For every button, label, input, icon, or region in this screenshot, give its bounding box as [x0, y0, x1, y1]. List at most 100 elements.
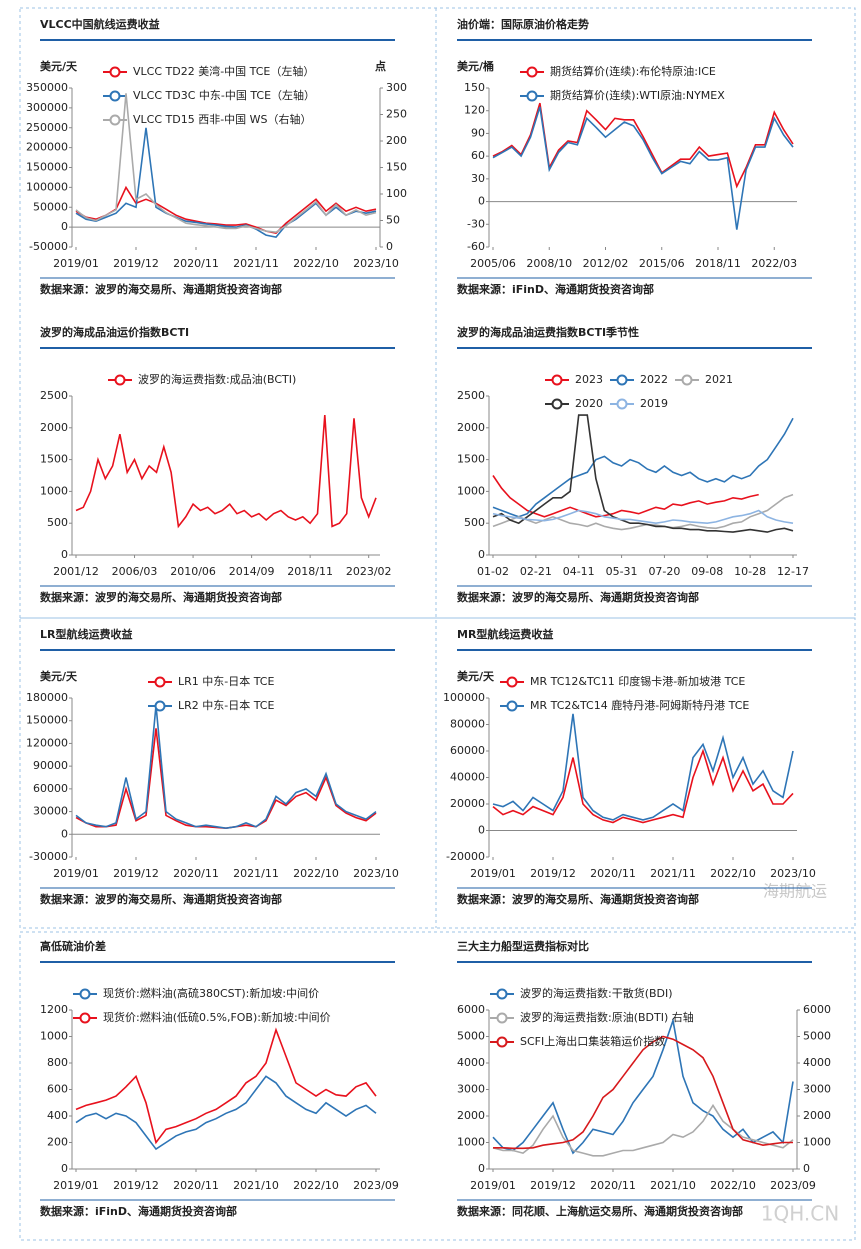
y-tick-label: 0	[61, 220, 68, 233]
legend-label: LR1 中东-日本 TCE	[178, 674, 274, 688]
y2-tick-label: 0	[803, 1162, 810, 1175]
y-tick-label: -60	[467, 240, 485, 253]
legend-label: 期货结算价(连续):布伦特原油:ICE	[550, 64, 716, 78]
source: 数据来源：iFinD、海通期货投资咨询部	[457, 282, 654, 296]
y-tick-label: -30000	[29, 850, 68, 863]
legend-label: MR TC2&TC14 鹿特丹港-阿姆斯特丹港 TCE	[530, 698, 749, 712]
y-tick-label: 1200	[40, 1003, 68, 1016]
x-tick-label: 2019/12	[113, 867, 159, 880]
y-tick-label: 2500	[40, 389, 68, 402]
legend-label: 期货结算价(连续):WTI原油:NYMEX	[550, 88, 725, 102]
x-tick-label: 2019/01	[53, 867, 99, 880]
x-tick-label: 2018/11	[287, 565, 333, 578]
legend-marker	[79, 1012, 91, 1024]
y-tick-label: 80000	[450, 718, 485, 731]
x-tick-label: 2001/12	[53, 565, 99, 578]
y-tick-label: 40000	[450, 771, 485, 784]
chart-title: 高低硫油价差	[40, 939, 106, 953]
series-line	[75, 728, 377, 830]
y-tick-label: 1000	[40, 1030, 68, 1043]
source: 数据来源：波罗的海交易所、海通期货投资咨询部	[40, 892, 282, 906]
x-tick-label: 2021/10	[650, 1179, 696, 1192]
legend-marker	[526, 66, 538, 78]
legend-label: VLCC TD15 西非-中国 WS（右轴）	[133, 112, 312, 126]
chart-title: 波罗的海成品油运价指数BCTI	[40, 325, 189, 339]
chart-title: 油价端：国际原油价格走势	[457, 17, 589, 31]
y-tick-label: 2000	[457, 1109, 485, 1122]
x-tick-label: 2023/10	[353, 257, 399, 270]
legend-marker	[616, 398, 628, 410]
legend-label: VLCC TD22 美湾-中国 TCE（左轴）	[133, 64, 314, 78]
x-tick-label: 2022/10	[710, 1179, 756, 1192]
x-tick-label: 2023/09	[770, 1179, 816, 1192]
y2-tick-label: 100	[386, 187, 407, 200]
x-tick-label: 2019/01	[53, 257, 99, 270]
y-axis-label: 美元/天	[40, 669, 78, 683]
y2-tick-label: 1000	[803, 1136, 831, 1149]
y2-axis-label: 点	[375, 59, 386, 73]
legend-marker	[109, 90, 121, 102]
y2-tick-label: 150	[386, 161, 407, 174]
x-tick-label: 2006/03	[112, 565, 158, 578]
legend-label: 2023	[575, 373, 603, 386]
y-tick-label: 500	[464, 516, 485, 529]
series-line	[75, 93, 377, 234]
y-tick-label: 2000	[40, 421, 68, 434]
legend-label: LR2 中东-日本 TCE	[178, 698, 274, 712]
y-tick-label: 800	[47, 1056, 68, 1069]
x-tick-label: 02-21	[520, 565, 552, 578]
legend-marker	[551, 374, 563, 386]
series-line	[492, 414, 794, 533]
x-tick-label: 2019/12	[113, 257, 159, 270]
y2-tick-label: 200	[386, 134, 407, 147]
legend-marker	[506, 676, 518, 688]
chart-title: 波罗的海成品油运费指数BCTI季节性	[457, 325, 639, 339]
source: 数据来源：波罗的海交易所、海通期货投资咨询部	[457, 590, 699, 604]
y-tick-label: 1000	[457, 1136, 485, 1149]
x-tick-label: 2018/11	[695, 257, 741, 270]
frame	[19, 617, 856, 929]
x-tick-label: 2022/10	[293, 257, 339, 270]
x-tick-label: 2023/09	[353, 1179, 399, 1192]
source: 数据来源：同花顺、上海航运交易所、海通期货投资咨询部	[457, 1204, 743, 1218]
chart-title: MR型航线运费收益	[457, 627, 553, 641]
y-tick-label: 1000	[457, 484, 485, 497]
y-tick-label: -50000	[29, 240, 68, 253]
legend-marker	[616, 374, 628, 386]
x-tick-label: 2023/10	[353, 867, 399, 880]
y-tick-label: 250000	[26, 121, 68, 134]
legend-label: 波罗的海运费指数:成品油(BCTI)	[138, 372, 296, 386]
y-axis-label: 美元/天	[40, 59, 78, 73]
series-line	[492, 509, 794, 525]
y-tick-label: 600	[47, 1083, 68, 1096]
y2-tick-label: 2000	[803, 1109, 831, 1122]
y-tick-label: 150000	[26, 714, 68, 727]
y-tick-label: 0	[61, 827, 68, 840]
legend-marker	[79, 988, 91, 1000]
y-tick-label: 90	[471, 126, 485, 139]
y-tick-label: 120000	[26, 736, 68, 749]
legend-marker	[496, 1036, 508, 1048]
y-tick-label: 50000	[33, 200, 68, 213]
x-tick-label: 2020/11	[173, 867, 219, 880]
series-line	[492, 417, 794, 518]
legend-marker	[496, 988, 508, 1000]
series-line	[492, 475, 759, 518]
y-tick-label: 350000	[26, 81, 68, 94]
legend-label: 2022	[640, 373, 668, 386]
y2-tick-label: 50	[386, 214, 400, 227]
x-tick-label: 2019/12	[530, 1179, 576, 1192]
x-tick-label: 2015/06	[639, 257, 685, 270]
y2-tick-label: 0	[386, 240, 393, 253]
y-tick-label: 2000	[457, 421, 485, 434]
y-tick-label: 60000	[450, 744, 485, 757]
y-tick-label: 0	[61, 1162, 68, 1175]
x-tick-label: 2010/06	[170, 565, 216, 578]
x-tick-label: 2021/10	[233, 1179, 279, 1192]
y-tick-label: 0	[478, 195, 485, 208]
series-line	[75, 415, 377, 529]
series-line	[75, 705, 377, 830]
y-tick-label: -20000	[446, 850, 485, 863]
legend-marker	[496, 1012, 508, 1024]
y-tick-label: 5000	[457, 1030, 485, 1043]
